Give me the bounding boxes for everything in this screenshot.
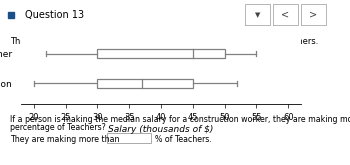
Bar [97, 49, 225, 58]
Text: Question 13: Question 13 [25, 10, 84, 20]
Text: % of Teachers.: % of Teachers. [155, 135, 212, 144]
X-axis label: Salary (thousands of $): Salary (thousands of $) [108, 125, 214, 134]
Text: They are making more than: They are making more than [10, 135, 119, 144]
Text: ▼: ▼ [254, 12, 260, 18]
Bar [107, 133, 151, 143]
Text: >: > [309, 10, 317, 20]
Text: The boxplot below shows salaries for Construction workers and Teachers.: The boxplot below shows salaries for Con… [10, 37, 318, 46]
Text: percentage of Teachers?: percentage of Teachers? [10, 123, 106, 132]
Bar [97, 79, 193, 88]
Text: If a person is making the median salary for a construction worker, they are maki: If a person is making the median salary … [10, 115, 350, 124]
Text: <: < [281, 10, 289, 20]
